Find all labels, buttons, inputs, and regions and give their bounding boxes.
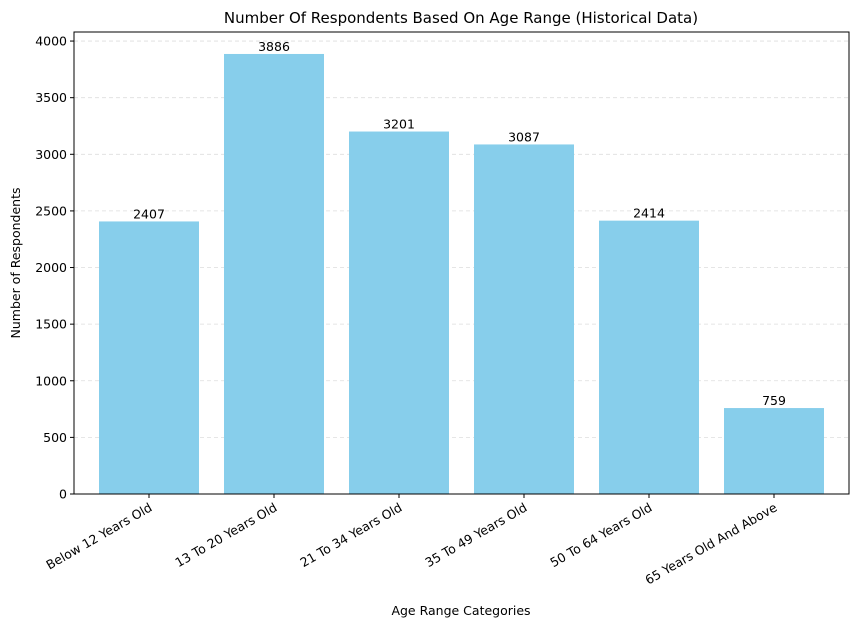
x-tick-label: 50 To 64 Years Old: [547, 500, 654, 571]
x-axis-ticks: Below 12 Years Old 13 To 20 Years Old 21 T…: [43, 494, 780, 587]
y-tick-label: 0: [59, 487, 67, 502]
bar: [724, 408, 824, 494]
bar: [224, 53, 324, 494]
bar: [474, 144, 574, 495]
bar-value-label: 759: [762, 393, 786, 408]
bar: [349, 131, 449, 495]
bar: [599, 220, 699, 494]
y-axis-ticks: 0 500 1000 1500 2000 2500 3000 3500 4000: [35, 34, 74, 502]
bar-value-label: 3886: [258, 39, 290, 54]
x-axis-label: Age Range Categories: [391, 603, 530, 618]
y-tick-label: 500: [43, 430, 67, 445]
bar: [99, 221, 199, 495]
y-axis-label: Number of Respondents: [8, 187, 23, 338]
bar-value-label: 3201: [383, 117, 415, 132]
x-tick-label: 35 To 49 Years Old: [422, 500, 529, 571]
y-tick-label: 4000: [35, 34, 67, 49]
x-tick-label: 13 To 20 Years Old: [172, 500, 279, 571]
data-labels: 2407 3886 3201 3087 2414 759: [133, 39, 786, 408]
y-tick-label: 3000: [35, 147, 67, 162]
chart-title: Number Of Respondents Based On Age Range…: [224, 9, 698, 27]
x-tick-label: 65 Years Old And Above: [642, 499, 779, 587]
x-tick-label: 21 To 34 Years Old: [297, 500, 404, 571]
gridlines: [74, 40, 849, 495]
y-tick-label: 3500: [35, 90, 67, 105]
y-tick-label: 2000: [35, 260, 67, 275]
bar-value-label: 2407: [133, 206, 165, 221]
bars: [99, 53, 824, 495]
y-tick-label: 1000: [35, 373, 67, 388]
bar-value-label: 2414: [633, 206, 665, 221]
y-tick-label: 2500: [35, 203, 67, 218]
plot-frame: [73, 31, 850, 495]
bar-value-label: 3087: [508, 129, 540, 144]
y-tick-label: 1500: [35, 317, 67, 332]
x-tick-label: Below 12 Years Old: [43, 500, 154, 573]
